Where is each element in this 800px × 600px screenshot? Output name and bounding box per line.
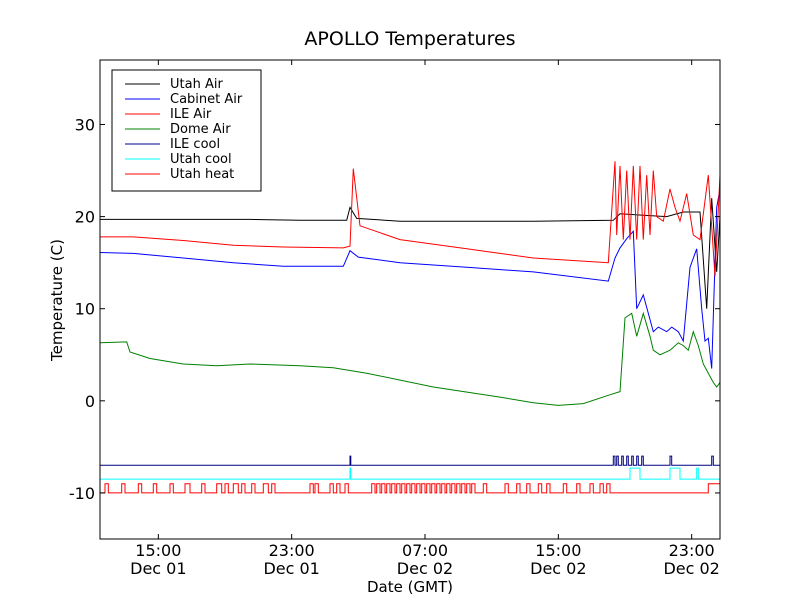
y-tick-label: 30 <box>75 115 95 134</box>
legend-label: ILE Air <box>170 107 212 122</box>
x-tick-label-time: 15:00 <box>535 541 581 560</box>
x-tick-label-time: 15:00 <box>135 541 181 560</box>
x-tick-label-date: Dec 02 <box>397 559 453 578</box>
legend-label: Dome Air <box>170 122 231 137</box>
x-tick-label-date: Dec 02 <box>663 559 719 578</box>
temperature-chart: APOLLO Temperatures 15:00Dec 0123:00Dec … <box>0 0 800 600</box>
legend-label: Utah Air <box>170 77 223 92</box>
y-tick-label: 0 <box>85 392 95 411</box>
legend-label: Utah heat <box>170 167 234 182</box>
y-axis-label: Temperature (C) <box>48 239 66 362</box>
x-tick-label-time: 23:00 <box>269 541 315 560</box>
x-tick-label-time: 23:00 <box>669 541 715 560</box>
x-tick-label-time: 07:00 <box>402 541 448 560</box>
y-tick-label: 20 <box>75 208 95 227</box>
x-axis-label: Date (GMT) <box>367 578 453 596</box>
chart-title: APOLLO Temperatures <box>304 28 515 50</box>
y-tick-label: -10 <box>69 484 95 503</box>
y-tick-label: 10 <box>75 300 95 319</box>
legend-label: Utah cool <box>170 152 232 167</box>
x-tick-label-date: Dec 01 <box>263 559 319 578</box>
x-tick-label-date: Dec 02 <box>530 559 586 578</box>
legend-label: ILE cool <box>170 137 220 152</box>
x-tick-label-date: Dec 01 <box>130 559 186 578</box>
legend-label: Cabinet Air <box>170 92 243 107</box>
